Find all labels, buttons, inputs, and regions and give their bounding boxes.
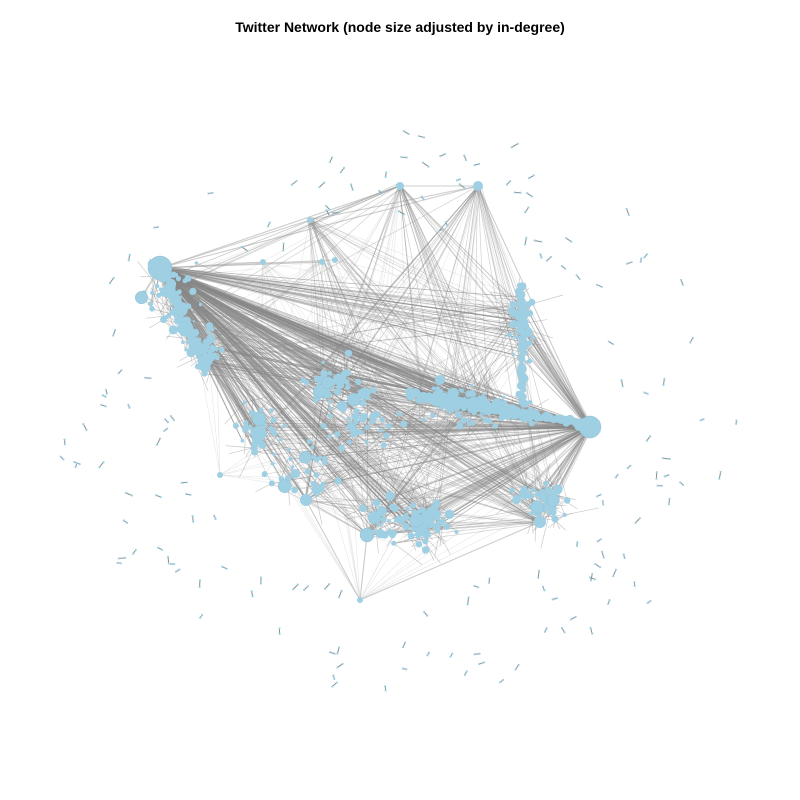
plot-title: Twitter Network (node size adjusted by i… [235, 19, 565, 35]
edges-light-layer [141, 185, 591, 601]
isolated-dyads-layer [59, 130, 738, 692]
nodes-layer [134, 181, 602, 603]
